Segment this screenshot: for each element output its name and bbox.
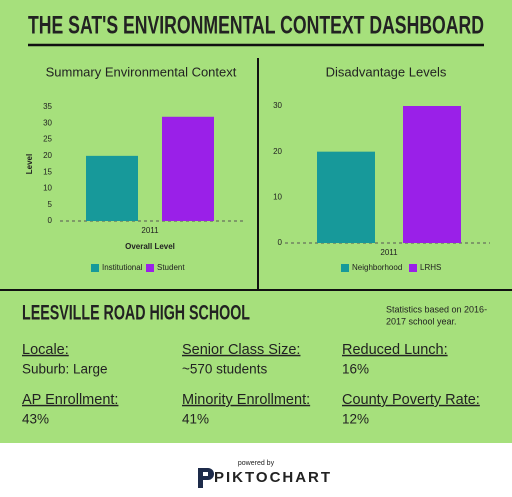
y-tick-label: 20 <box>273 147 282 156</box>
stat-label: AP Enrollment: <box>22 392 118 408</box>
x-axis-label: Overall Level <box>125 242 175 251</box>
legend-swatch <box>146 264 154 272</box>
legend-label: Student <box>157 263 185 272</box>
note: 2017 school year. <box>386 316 457 326</box>
y-tick-label: 0 <box>48 216 53 225</box>
legend-swatch <box>91 264 99 272</box>
stat-value: 43% <box>22 412 49 427</box>
y-tick-label: 10 <box>43 184 52 193</box>
y-tick-label: 20 <box>43 151 52 160</box>
x-tick-label: 2011 <box>141 226 159 235</box>
y-tick-label: 10 <box>273 192 282 201</box>
stat-label: Reduced Lunch: <box>342 342 448 358</box>
bar <box>403 106 461 243</box>
legend-swatch <box>341 264 349 272</box>
y-tick-label: 35 <box>43 102 52 111</box>
stat-label: County Poverty Rate: <box>342 392 480 408</box>
bar <box>162 116 214 221</box>
stat-value: 12% <box>342 412 369 427</box>
y-tick-label: 30 <box>43 118 52 127</box>
y-tick-label: 25 <box>43 135 52 144</box>
bar <box>317 151 375 243</box>
legend-label: Institutional <box>102 263 143 272</box>
y-tick-label: 15 <box>43 167 52 176</box>
stat-label: Senior Class Size: <box>182 342 300 358</box>
bar <box>86 155 138 221</box>
stat-label: Minority Enrollment: <box>182 392 310 408</box>
stat-value: 16% <box>342 362 369 377</box>
y-tick-label: 5 <box>48 200 53 209</box>
chart-title: Disadvantage Levels <box>326 64 447 79</box>
legend-label: LRHS <box>420 263 441 272</box>
y-tick-label: 0 <box>278 238 283 247</box>
brand: PIKTOCHART <box>214 469 332 486</box>
legend-label: Neighborhood <box>352 263 402 272</box>
stat-value: 41% <box>182 412 209 427</box>
footer-background <box>0 443 512 497</box>
x-tick-label: 2011 <box>380 248 398 257</box>
powered-by: powered by <box>238 460 275 467</box>
stat-value: ~570 students <box>182 362 267 377</box>
legend-swatch <box>409 264 417 272</box>
school-name: LEESVILLE ROAD HIGH SCHOOL <box>22 302 250 325</box>
stat-value: Suburb: Large <box>22 362 108 377</box>
note: Statistics based on 2016- <box>386 304 487 314</box>
stat-label: Locale: <box>22 342 69 358</box>
y-tick-label: 30 <box>273 101 282 110</box>
logo-icon <box>198 468 214 488</box>
dashboard-title: THE SAT'S ENVIRONMENTAL CONTEXT DASHBOAR… <box>28 12 484 40</box>
y-axis-label: Level <box>25 154 34 174</box>
chart-title: Summary Environmental Context <box>46 64 237 79</box>
